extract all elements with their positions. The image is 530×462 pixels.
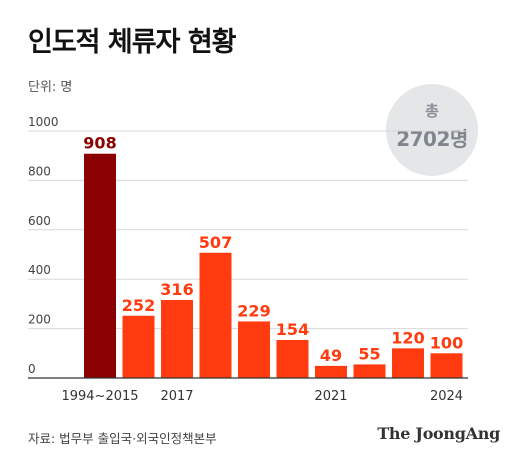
bar [238, 321, 270, 378]
bar [122, 315, 155, 378]
chart-title: 인도적 체류자 현황 [28, 27, 237, 58]
data-label: 252 [122, 296, 155, 315]
bar [161, 299, 193, 378]
data-label: 316 [160, 280, 193, 299]
data-label: 55 [358, 344, 380, 363]
y-tick-label: 1000 [28, 115, 59, 129]
bar [84, 153, 116, 378]
y-tick-label: 800 [28, 164, 51, 178]
data-label: 100 [430, 333, 463, 352]
data-label: 908 [83, 134, 116, 153]
bar [315, 365, 347, 378]
unit-label: 단위: 명 [28, 80, 73, 95]
y-tick-label: 400 [28, 263, 51, 277]
x-tick-label: 2021 [314, 389, 347, 404]
source-note: 자료: 법무부 출입국·외국인정책본부 [28, 431, 217, 446]
bar [276, 339, 309, 378]
publisher-logo: The JoongAng [377, 424, 500, 443]
data-label: 120 [391, 328, 424, 347]
x-tick-label: 1994~2015 [61, 389, 138, 404]
x-tick-label: 2017 [160, 389, 193, 404]
y-tick-label: 600 [28, 214, 51, 228]
total-badge: 총 2702명 [386, 84, 478, 176]
data-label: 229 [237, 301, 270, 320]
bar [199, 252, 232, 378]
y-tick-label: 0 [28, 362, 36, 376]
bar [353, 364, 386, 378]
data-label: 49 [320, 346, 342, 365]
bar [430, 353, 463, 378]
data-label: 154 [276, 320, 309, 339]
bar [392, 348, 424, 378]
total-label: 총 [425, 102, 439, 120]
data-label: 507 [199, 233, 232, 252]
x-tick-label: 2024 [430, 389, 463, 404]
y-tick-label: 200 [28, 313, 51, 327]
